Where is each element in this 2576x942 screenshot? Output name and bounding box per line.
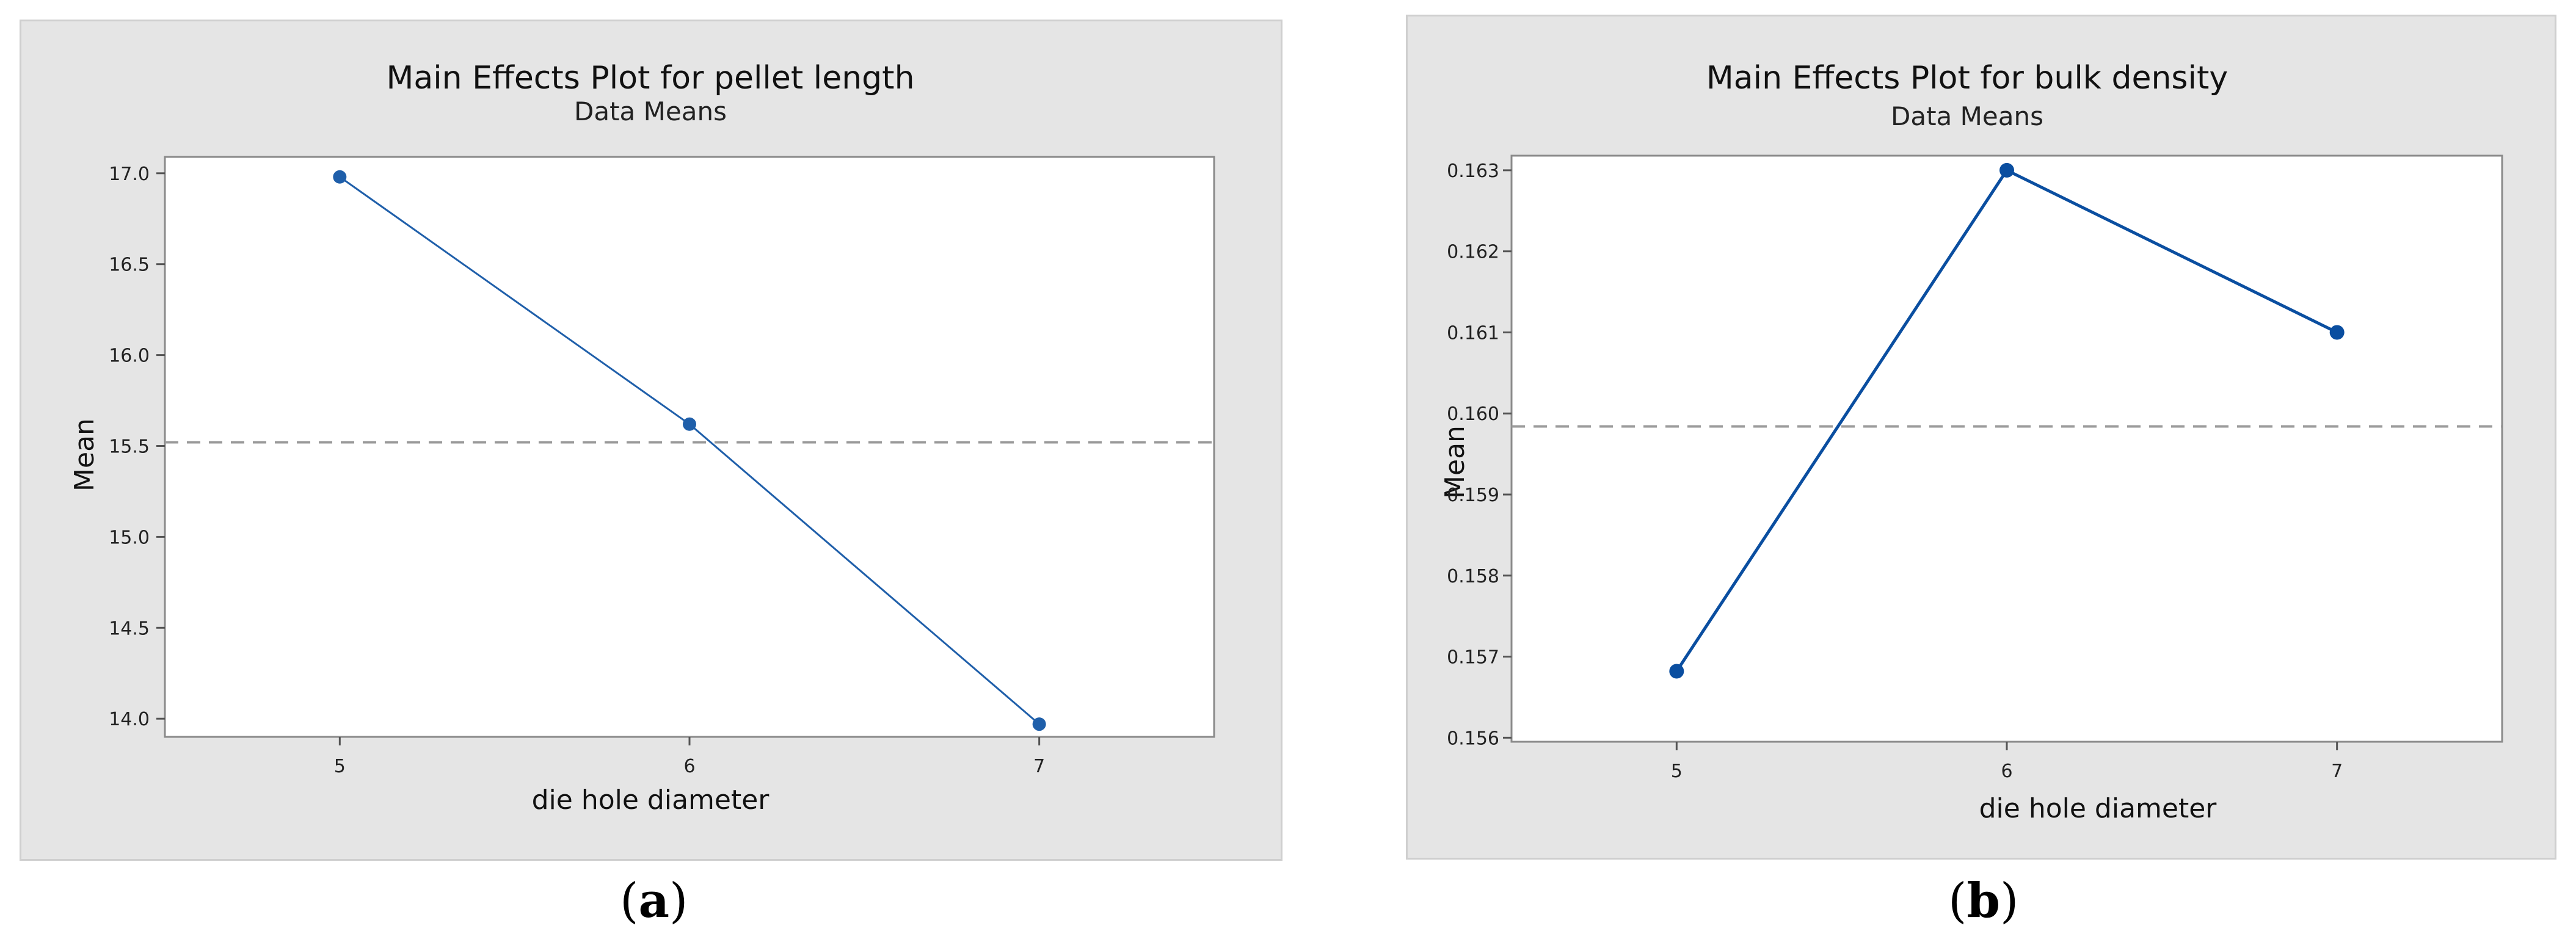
data-point xyxy=(2329,325,2345,340)
chart-subtitle: Data Means xyxy=(574,96,727,126)
chart-pellet-length: Main Effects Plot for pellet length Data… xyxy=(69,60,1215,816)
chart-bulk-density: Main Effects Plot for bulk density Data … xyxy=(1439,60,2503,824)
chart-panel-pellet-length: Main Effects Plot for pellet length Data… xyxy=(20,20,1283,861)
y-tick-label: 0.158 xyxy=(1447,566,1499,587)
y-tick-label: 16.5 xyxy=(109,255,150,276)
y-tick-label: 0.160 xyxy=(1447,404,1499,425)
y-tick-label: 16.0 xyxy=(109,346,150,367)
plot-area xyxy=(164,156,1215,738)
x-axis-label: die hole diameter xyxy=(532,784,770,816)
y-tick-label: 15.0 xyxy=(109,527,150,548)
y-axis-label: Mean xyxy=(1439,426,1471,499)
caption-letter: b xyxy=(1967,873,2000,929)
y-tick-label: 15.5 xyxy=(109,437,150,458)
caption-letter: a xyxy=(638,873,669,929)
y-tick-label: 0.163 xyxy=(1447,161,1499,182)
chart-subtitle: Data Means xyxy=(1891,101,2043,131)
y-tick-label: 0.156 xyxy=(1447,728,1499,749)
chart-panel-bulk-density: Main Effects Plot for bulk density Data … xyxy=(1406,15,2556,860)
data-point xyxy=(333,170,347,184)
x-tick-label: 7 xyxy=(1033,756,1045,777)
x-tick-label: 6 xyxy=(2001,761,2012,782)
y-axis-label: Mean xyxy=(69,418,100,491)
x-tick-label: 5 xyxy=(1671,761,1683,782)
y-tick-label: 14.5 xyxy=(109,618,150,639)
chart-title: Main Effects Plot for bulk density xyxy=(1706,60,2228,96)
x-tick-label: 7 xyxy=(2331,761,2343,782)
data-point xyxy=(683,417,696,431)
y-tick-label: 17.0 xyxy=(109,164,150,185)
x-axis-label: die hole diameter xyxy=(1979,793,2218,824)
data-point xyxy=(1669,664,1684,679)
x-tick-label: 6 xyxy=(683,756,695,777)
y-tick-label: 0.157 xyxy=(1447,647,1499,668)
y-tick-label: 0.161 xyxy=(1447,322,1499,344)
data-point xyxy=(1032,717,1046,731)
data-point xyxy=(1999,162,2014,178)
y-tick-label: 0.159 xyxy=(1447,485,1499,506)
figure-caption-a: (a) xyxy=(620,873,688,929)
figure-caption-b: (b) xyxy=(1948,873,2019,929)
plot-area xyxy=(1510,154,2503,743)
chart-title: Main Effects Plot for pellet length xyxy=(386,60,914,96)
y-tick-label: 14.0 xyxy=(109,709,150,730)
y-tick-label: 0.162 xyxy=(1447,242,1499,263)
x-tick-label: 5 xyxy=(334,756,346,777)
